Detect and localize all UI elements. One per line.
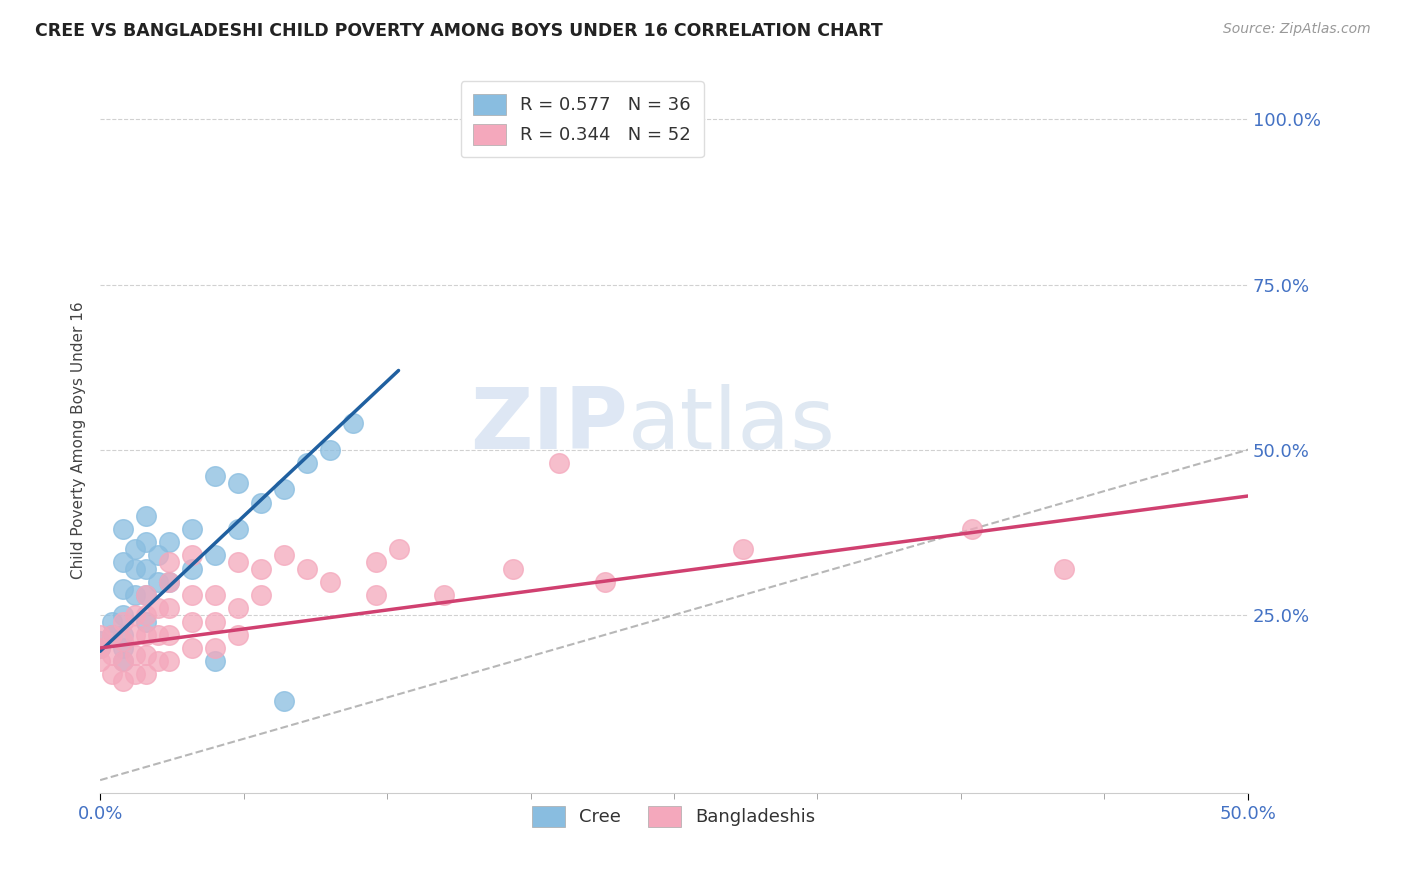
Point (135, 667, 157, 681)
Point (318, 574, 340, 589)
Point (548, 456, 571, 470)
Point (135, 535, 157, 549)
Point (273, 694, 295, 708)
Point (146, 574, 169, 589)
Point (100, 648, 122, 662)
Point (135, 607, 157, 622)
Point (146, 549, 169, 563)
Point (112, 640, 135, 655)
Point (273, 549, 295, 563)
Point (226, 475, 249, 490)
Point (135, 615, 157, 629)
Point (124, 648, 146, 662)
Point (157, 628, 180, 642)
Point (89, 634, 111, 648)
Point (502, 562, 524, 576)
Text: Source: ZipAtlas.com: Source: ZipAtlas.com (1223, 22, 1371, 37)
Point (962, 522, 984, 536)
Text: ZIP: ZIP (471, 384, 628, 467)
Point (1053, 562, 1076, 576)
Point (157, 654, 180, 668)
Point (731, 541, 754, 556)
Text: atlas: atlas (628, 384, 837, 467)
Point (135, 562, 157, 576)
Point (89, 640, 111, 655)
Point (249, 562, 271, 576)
Point (364, 588, 387, 602)
Point (226, 628, 249, 642)
Point (124, 541, 146, 556)
Point (100, 628, 122, 642)
Point (226, 555, 249, 569)
Point (181, 562, 204, 576)
Point (112, 654, 135, 668)
Point (204, 469, 226, 483)
Point (124, 628, 146, 642)
Point (135, 508, 157, 523)
Point (124, 562, 146, 576)
Point (112, 555, 135, 569)
Point (364, 555, 387, 569)
Point (387, 541, 409, 556)
Point (100, 628, 122, 642)
Point (135, 588, 157, 602)
Point (89, 640, 111, 655)
Point (89, 654, 111, 668)
Point (112, 673, 135, 688)
Point (181, 640, 204, 655)
Point (204, 654, 226, 668)
Point (295, 562, 318, 576)
Point (146, 601, 169, 615)
Point (157, 574, 180, 589)
Point (112, 634, 135, 648)
Point (135, 588, 157, 602)
Point (342, 417, 364, 431)
Point (124, 667, 146, 681)
Point (100, 615, 122, 629)
Point (181, 549, 204, 563)
Point (135, 648, 157, 662)
Point (112, 582, 135, 596)
Point (249, 495, 271, 509)
Point (124, 607, 146, 622)
Point (112, 607, 135, 622)
Point (295, 456, 318, 470)
Point (112, 654, 135, 668)
Y-axis label: Child Poverty Among Boys Under 16: Child Poverty Among Boys Under 16 (72, 301, 86, 579)
Point (124, 588, 146, 602)
Point (135, 628, 157, 642)
Point (112, 615, 135, 629)
Point (157, 555, 180, 569)
Point (249, 588, 271, 602)
Legend: Cree, Bangladeshis: Cree, Bangladeshis (526, 798, 823, 834)
Point (273, 483, 295, 497)
Point (157, 535, 180, 549)
Point (204, 549, 226, 563)
Point (226, 522, 249, 536)
Point (157, 574, 180, 589)
Point (181, 615, 204, 629)
Point (226, 601, 249, 615)
Point (181, 588, 204, 602)
Point (146, 628, 169, 642)
Point (204, 615, 226, 629)
Point (112, 522, 135, 536)
Point (181, 522, 204, 536)
Point (157, 601, 180, 615)
Point (318, 442, 340, 457)
Point (593, 574, 616, 589)
Point (146, 654, 169, 668)
Point (100, 667, 122, 681)
Text: CREE VS BANGLADESHI CHILD POVERTY AMONG BOYS UNDER 16 CORRELATION CHART: CREE VS BANGLADESHI CHILD POVERTY AMONG … (35, 22, 883, 40)
Point (204, 588, 226, 602)
Point (433, 588, 456, 602)
Point (89, 628, 111, 642)
Point (112, 628, 135, 642)
Point (204, 640, 226, 655)
